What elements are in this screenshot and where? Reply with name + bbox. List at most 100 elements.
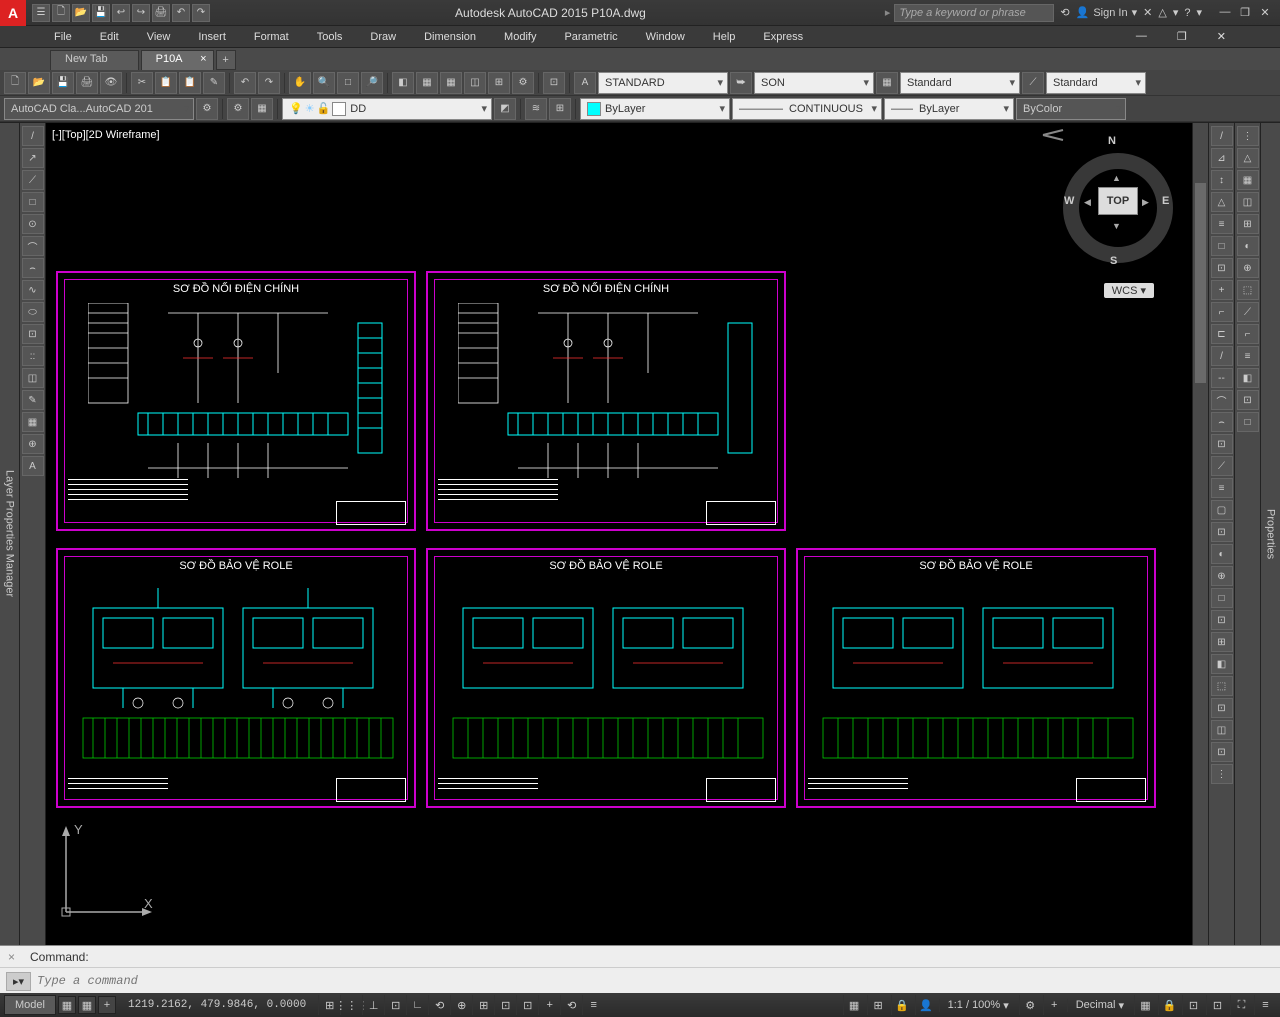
tb-render-icon[interactable]: ⊡ <box>543 72 565 94</box>
modify-a-tool-16-icon[interactable]: ≡ <box>1211 478 1233 498</box>
layer-properties-panel-tab[interactable]: Layer Properties Manager <box>0 123 20 945</box>
menu-tools[interactable]: Tools <box>303 28 357 46</box>
qat-plot-icon[interactable]: ↪ <box>132 4 150 22</box>
status-toggle-7-icon[interactable]: ⊞ <box>472 995 494 1015</box>
tb-paste-icon[interactable]: 📋 <box>179 72 201 94</box>
modify-a-tool-8-icon[interactable]: ⌐ <box>1211 302 1233 322</box>
qat-new-icon[interactable]: 🗋 <box>52 4 70 22</box>
status-toggle-10-icon[interactable]: + <box>538 995 560 1015</box>
textstyle-dropdown[interactable]: STANDARD <box>598 72 728 94</box>
layout-add-button[interactable]: + <box>98 996 116 1014</box>
vc-up-icon[interactable]: ▲ <box>1112 173 1121 183</box>
drawing-canvas[interactable]: [-][Top][2D Wireframe] N S E W ▲ ▼ ◀ ▶ T… <box>46 123 1208 945</box>
viewcube-s[interactable]: S <box>1110 255 1117 267</box>
modify-a-tool-21-icon[interactable]: □ <box>1211 588 1233 608</box>
doc-minimize-button[interactable]: — <box>1122 27 1161 46</box>
doc-maximize-button[interactable]: ❐ <box>1163 27 1201 46</box>
draw-tool-10-icon[interactable]: :: <box>22 346 44 366</box>
layout1-button[interactable]: ▦ <box>58 996 76 1014</box>
modify-a-tool-28-icon[interactable]: ⊡ <box>1211 742 1233 762</box>
tb-copy-icon[interactable]: 📋 <box>155 72 177 94</box>
modify-a-tool-10-icon[interactable]: / <box>1211 346 1233 366</box>
plotstyle-dropdown[interactable]: ByColor <box>1016 98 1126 120</box>
search-input[interactable]: Type a keyword or phrase <box>894 4 1054 22</box>
modify-a-tool-13-icon[interactable]: ⌢ <box>1211 412 1233 432</box>
help-chevron-icon[interactable]: ▾ <box>1196 6 1202 19</box>
vertical-scrollbar[interactable] <box>1192 123 1208 945</box>
grid-icon[interactable]: ⊞ <box>867 995 889 1015</box>
maximize-button[interactable]: ❐ <box>1236 6 1254 19</box>
tb-save-icon[interactable]: 💾 <box>52 72 74 94</box>
app-logo[interactable]: A <box>0 0 26 26</box>
layer-iso-icon[interactable]: ≋ <box>525 98 547 120</box>
scroll-thumb[interactable] <box>1195 183 1206 383</box>
vc-left-icon[interactable]: ◀ <box>1084 197 1091 208</box>
tb-zoom-icon[interactable]: 🔍 <box>313 72 335 94</box>
viewcube-e[interactable]: E <box>1162 195 1169 207</box>
layout2-button[interactable]: ▦ <box>78 996 96 1014</box>
modify-b-tool-11-icon[interactable]: ◧ <box>1237 368 1259 388</box>
tb-plot-icon[interactable]: 🖨 <box>76 72 98 94</box>
autodesk360-icon[interactable]: ⟲ <box>1060 6 1069 19</box>
gear-icon[interactable]: ⚙ <box>1019 995 1041 1015</box>
qat-save-icon[interactable]: 💾 <box>92 4 110 22</box>
draw-tool-5-icon[interactable]: ⌒ <box>22 236 44 256</box>
draw-tool-7-icon[interactable]: ∿ <box>22 280 44 300</box>
quickprops-icon[interactable]: ▦ <box>1134 995 1156 1015</box>
command-menu-icon[interactable]: ▸▾ <box>6 972 31 991</box>
tb-prop-icon[interactable]: ◧ <box>392 72 414 94</box>
modify-a-tool-22-icon[interactable]: ⊡ <box>1211 610 1233 630</box>
tb-textstyle-icon[interactable]: A <box>574 72 596 94</box>
annotation-scale-icon[interactable]: 🔒 <box>891 995 913 1015</box>
draw-tool-9-icon[interactable]: ⊡ <box>22 324 44 344</box>
exchange-apps-icon[interactable]: △ <box>1158 6 1166 19</box>
modify-b-tool-7-icon[interactable]: ⬚ <box>1237 280 1259 300</box>
menu-dimension[interactable]: Dimension <box>410 28 490 46</box>
tb-tp-icon[interactable]: ▦ <box>440 72 462 94</box>
draw-tool-6-icon[interactable]: ⌢ <box>22 258 44 278</box>
qat-undo-icon[interactable]: ↶ <box>172 4 190 22</box>
modify-b-tool-2-icon[interactable]: ▦ <box>1237 170 1259 190</box>
modify-a-tool-26-icon[interactable]: ⊡ <box>1211 698 1233 718</box>
ws-settings-icon[interactable]: ⚙ <box>196 98 218 120</box>
modify-b-tool-5-icon[interactable]: ◐ <box>1237 236 1259 256</box>
units-dropdown[interactable]: Decimal ▾ <box>1067 999 1132 1012</box>
status-toggle-9-icon[interactable]: ⊡ <box>516 995 538 1015</box>
draw-tool-14-icon[interactable]: ⊕ <box>22 434 44 454</box>
ucs-icon[interactable]: Y X <box>56 822 156 925</box>
color-dropdown[interactable]: ByLayer <box>580 98 730 120</box>
draw-tool-11-icon[interactable]: ◫ <box>22 368 44 388</box>
tb-mlstyle-icon[interactable]: ⟋ <box>1022 72 1044 94</box>
tb-cut-icon[interactable]: ✂ <box>131 72 153 94</box>
modify-a-tool-14-icon[interactable]: ⊡ <box>1211 434 1233 454</box>
qat-print-icon[interactable]: 🖨 <box>152 4 170 22</box>
clean-screen-icon[interactable]: ⛶ <box>1230 995 1252 1015</box>
viewcube-face[interactable]: TOP <box>1098 187 1138 215</box>
draw-tool-13-icon[interactable]: ▦ <box>22 412 44 432</box>
status-toggle-4-icon[interactable]: ∟ <box>406 995 428 1015</box>
customize-icon[interactable]: ≡ <box>1254 995 1276 1015</box>
menu-modify[interactable]: Modify <box>490 28 550 46</box>
modify-a-tool-5-icon[interactable]: □ <box>1211 236 1233 256</box>
qat-saveas-icon[interactable]: ↩ <box>112 4 130 22</box>
modelspace-icon[interactable]: ▦ <box>843 995 865 1015</box>
close-button[interactable]: ✕ <box>1256 6 1274 19</box>
modify-a-tool-25-icon[interactable]: ⬚ <box>1211 676 1233 696</box>
tb-dimstyle-icon[interactable]: ⮩ <box>730 72 752 94</box>
menu-parametric[interactable]: Parametric <box>550 28 631 46</box>
layer-prev-icon[interactable]: ◩ <box>494 98 516 120</box>
modify-a-tool-3-icon[interactable]: △ <box>1211 192 1233 212</box>
modify-b-tool-6-icon[interactable]: ⊕ <box>1237 258 1259 278</box>
cmdline-close-icon[interactable]: × <box>8 950 15 964</box>
tb-zoomwin-icon[interactable]: □ <box>337 72 359 94</box>
navbar-icon[interactable] <box>1038 125 1078 145</box>
annotation-vis-icon[interactable]: 👤 <box>915 995 937 1015</box>
modify-b-tool-4-icon[interactable]: ⊞ <box>1237 214 1259 234</box>
vc-right-icon[interactable]: ▶ <box>1142 197 1149 208</box>
status-toggle-12-icon[interactable]: ≡ <box>582 995 604 1015</box>
status-toggle-5-icon[interactable]: ⟲ <box>428 995 450 1015</box>
modify-a-tool-12-icon[interactable]: ⌒ <box>1211 390 1233 410</box>
modify-a-tool-0-icon[interactable]: / <box>1211 126 1233 146</box>
isolate-icon[interactable]: ⊡ <box>1206 995 1228 1015</box>
tb-dc-icon[interactable]: ▦ <box>416 72 438 94</box>
